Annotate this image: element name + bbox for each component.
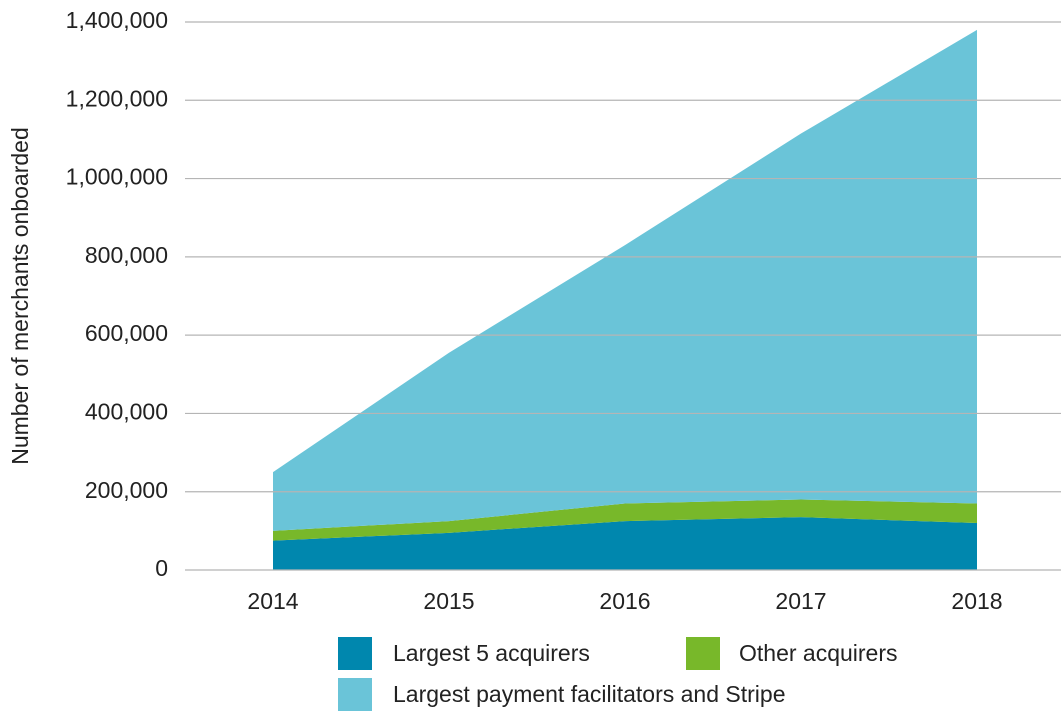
legend-label: Other acquirers — [739, 640, 898, 666]
y-axis-label: Number of merchants onboarded — [7, 127, 33, 465]
x-tick-label: 2015 — [423, 588, 474, 614]
legend-label: Largest 5 acquirers — [393, 640, 590, 666]
x-tick-label: 2016 — [599, 588, 650, 614]
legend-swatch — [686, 637, 720, 670]
y-tick-label: 1,200,000 — [66, 85, 168, 111]
area — [273, 517, 977, 570]
legend-swatch — [338, 637, 372, 670]
y-tick-label: 0 — [155, 555, 168, 581]
x-tick-label: 2017 — [775, 588, 826, 614]
y-tick-label: 600,000 — [85, 320, 168, 346]
x-tick-label: 2018 — [951, 588, 1002, 614]
y-tick-label: 1,000,000 — [66, 164, 168, 190]
area — [273, 29, 977, 531]
y-tick-label: 800,000 — [85, 242, 168, 268]
y-tick-label: 200,000 — [85, 477, 168, 503]
y-tick-label: 1,400,000 — [66, 7, 168, 33]
legend-label: Largest payment facilitators and Stripe — [393, 681, 785, 707]
x-tick-label: 2014 — [247, 588, 298, 614]
y-tick-label: 400,000 — [85, 399, 168, 425]
area — [273, 499, 977, 541]
legend-swatch — [338, 678, 372, 711]
